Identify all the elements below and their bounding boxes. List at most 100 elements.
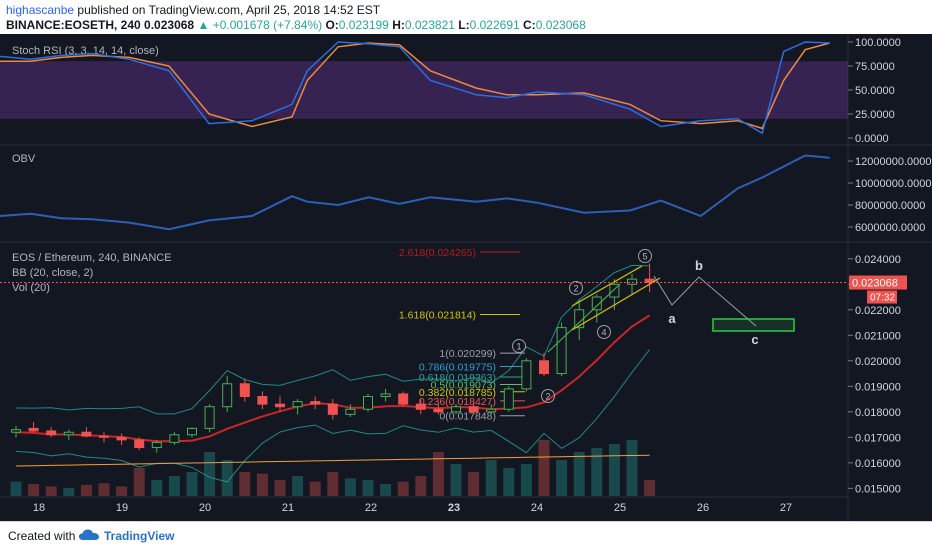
tradingview-brand[interactable]: TradingView (104, 529, 175, 543)
volume-bar (608, 444, 620, 496)
time-tick-label: 23 (448, 502, 460, 514)
candle-body (134, 439, 145, 449)
chart-canvas[interactable]: Stoch RSI (3, 3, 14, 14, close) 100.0000… (0, 34, 932, 521)
wave-c-label: c (751, 332, 758, 347)
last-price-tag-label: 0.023068 (852, 278, 898, 290)
volume-bar (309, 481, 321, 496)
stoch-rsi-tick-label: 0.0000 (855, 133, 889, 145)
fib-level-label: 1.618(0.021814) (399, 310, 476, 322)
time-tick-label: 25 (614, 502, 626, 514)
candle-body (380, 393, 391, 398)
target-zone (712, 318, 795, 332)
volume-bar (292, 476, 304, 496)
volume-bar (186, 472, 198, 496)
price-pane: 0.0240000.0230000.0220000.0210000.020000… (0, 247, 907, 496)
price-title: EOS / Ethereum, 240, BINANCE (12, 252, 172, 264)
wave-2-marker (541, 389, 555, 403)
fib-level-label: 0.236(0.018427) (419, 396, 496, 408)
volume-bar (204, 452, 216, 496)
obv-tick-label: 10000000.0000 (855, 178, 931, 190)
volume-bar (274, 480, 286, 496)
volume-ma-line (15, 454, 650, 467)
volume-bar (503, 468, 515, 496)
open-label: O: (325, 18, 339, 32)
candle-body (151, 441, 162, 449)
candle-body (609, 283, 620, 298)
candle-body (486, 408, 497, 413)
wave-2-marker-label: 2 (545, 392, 550, 402)
obv-title: OBV (12, 153, 36, 165)
stoch-rsi-tick-label: 25.0000 (855, 109, 895, 121)
wave-2-upper-marker-label: 2 (573, 284, 578, 294)
countdown-tag (867, 290, 897, 304)
candle-body (556, 327, 567, 375)
volume-bar (591, 448, 603, 496)
price-tick-label: 0.019000 (855, 381, 901, 393)
obv-tick-label: 12000000.0000 (855, 156, 931, 168)
wedge-upper-line (571, 265, 643, 307)
stoch-rsi-d-line (0, 42, 830, 130)
volume-bar (98, 483, 110, 496)
time-tick-label: 19 (116, 502, 128, 514)
wave-2-upper-marker (569, 281, 583, 295)
volume-bar (28, 484, 40, 496)
candle-body (116, 436, 127, 441)
volume-bar (133, 468, 145, 496)
stoch-rsi-tick-label: 75.0000 (855, 61, 895, 73)
price-tick-label: 0.020000 (855, 356, 901, 368)
low-label: L: (458, 18, 470, 32)
candle-body (363, 396, 373, 410)
volume-bar (116, 486, 128, 496)
fib-level-label: 0(0.017848) (439, 411, 496, 423)
obv-line (0, 154, 830, 231)
fib-level-label: 1(0.020299) (439, 348, 496, 360)
candle-body (28, 427, 39, 432)
volume-bar (573, 452, 585, 496)
volume-bar (80, 484, 92, 496)
change-arrow-icon: ▲ (197, 18, 210, 32)
publish-line: highascanbe published on TradingView.com… (6, 3, 380, 17)
volume-bar (45, 486, 57, 496)
volume-bar (151, 480, 163, 496)
price-tick-label: 0.024000 (855, 254, 901, 266)
candle-body (627, 278, 637, 285)
volume-bar (450, 464, 462, 496)
obv-tick-label: 6000000.0000 (855, 222, 925, 234)
fib-level-label: 2.618(0.024265) (399, 247, 476, 259)
price-tick-label: 0.015000 (855, 483, 901, 495)
countdown-label: 07:32 (870, 293, 895, 304)
volume-bar (432, 452, 444, 496)
stoch-rsi-tick-label: 50.0000 (855, 85, 895, 97)
wave-1-marker-label: 1 (516, 342, 521, 352)
candle-body (503, 388, 514, 410)
obv-tick-label: 8000000.0000 (855, 200, 925, 212)
fib-level-label: 0.382(0.018785) (419, 387, 496, 399)
volume-bar (397, 481, 409, 496)
candle-body (468, 406, 479, 413)
volume-bar (626, 440, 638, 496)
ohlc-line: BINANCE:EOSETH, 240 0.023068 ▲ +0.001678… (6, 18, 586, 32)
abc-projection (653, 275, 757, 327)
candle-body (239, 383, 250, 398)
time-tick-label: 20 (199, 502, 211, 514)
volume-bar (327, 472, 339, 496)
wave-a-label: a (668, 311, 676, 326)
candle-body (81, 431, 92, 437)
volume-bar (644, 480, 656, 496)
wedge-lower-line (571, 277, 661, 331)
wave-1-marker (512, 339, 526, 353)
author-link[interactable]: highascanbe (6, 3, 75, 17)
bb-legend: BB (20, close, 2) (12, 267, 93, 279)
volume-bar (63, 488, 75, 496)
volume-bar (538, 440, 550, 496)
fib-level-label: 0.5(0.019073) (431, 379, 496, 391)
tradingview-cloud-icon (78, 528, 100, 547)
volume-bar (485, 460, 497, 496)
change-value: +0.001678 (+7.84%) (212, 18, 323, 32)
candle-body (398, 393, 409, 405)
fib-level-label: 0.786(0.019775) (419, 362, 496, 374)
price-tick-label: 0.017000 (855, 432, 901, 444)
volume-bar (520, 464, 532, 496)
candle-body (292, 401, 303, 408)
stoch-rsi-tick-label: 100.0000 (855, 37, 901, 49)
